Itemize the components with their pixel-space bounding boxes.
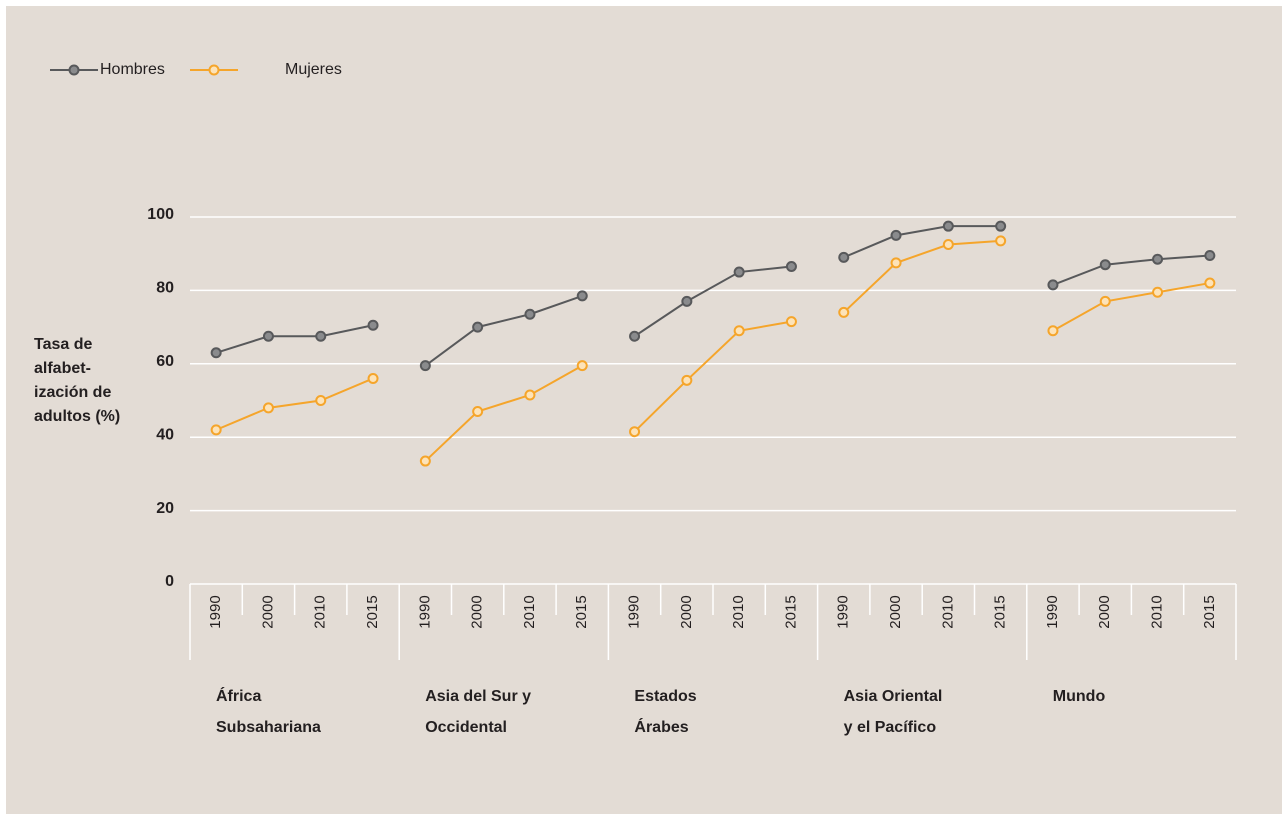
marker xyxy=(524,389,536,401)
x-tick-label: 2000 xyxy=(1096,595,1113,628)
group-label: Asia Oriental xyxy=(844,688,943,705)
y-axis-label: ización de xyxy=(34,384,111,401)
marker xyxy=(472,406,484,418)
marker xyxy=(785,261,797,273)
marker xyxy=(262,330,274,342)
marker xyxy=(1047,325,1059,337)
x-tick-label: 2000 xyxy=(887,595,904,628)
marker xyxy=(1152,253,1164,265)
group-label: Subsahariana xyxy=(216,719,321,736)
y-tick-label: 80 xyxy=(156,280,174,297)
marker xyxy=(681,295,693,307)
series-line xyxy=(843,225,1001,259)
marker xyxy=(1047,279,1059,291)
marker xyxy=(315,330,327,342)
series-line xyxy=(215,377,374,431)
x-tick-label: 2010 xyxy=(1149,595,1166,628)
x-tick-label: 2015 xyxy=(1201,595,1218,628)
marker xyxy=(838,306,850,318)
x-tick-label: 1990 xyxy=(416,595,433,628)
marker xyxy=(838,251,850,263)
marker xyxy=(367,319,379,331)
marker xyxy=(524,308,536,320)
x-tick-label: 2015 xyxy=(573,595,590,628)
y-tick-label: 40 xyxy=(156,426,174,443)
group-label: y el Pacífico xyxy=(844,719,937,736)
x-tick-label: 1990 xyxy=(1044,595,1061,628)
y-axis-label: adultos (%) xyxy=(34,408,120,425)
series-line xyxy=(633,320,792,433)
y-tick-label: 0 xyxy=(165,573,174,590)
marker xyxy=(419,360,431,372)
marker xyxy=(210,347,222,359)
marker xyxy=(942,220,954,232)
y-tick-label: 20 xyxy=(156,500,174,517)
series-line xyxy=(633,265,792,338)
group-label: Estados xyxy=(634,688,696,705)
marker xyxy=(210,424,222,436)
group-label: Árabes xyxy=(634,717,688,736)
x-tick-label: 2015 xyxy=(364,595,381,628)
legend-label: Hombres xyxy=(100,61,165,78)
group-label: África xyxy=(216,686,261,705)
marker xyxy=(942,239,954,251)
x-tick-label: 2010 xyxy=(521,595,538,628)
marker xyxy=(629,426,641,438)
marker xyxy=(1099,295,1111,307)
series-line xyxy=(1052,254,1210,286)
x-tick-label: 2000 xyxy=(678,595,695,628)
marker xyxy=(995,220,1007,232)
series-line xyxy=(424,294,583,367)
x-tick-label: 2010 xyxy=(939,595,956,628)
x-tick-label: 2000 xyxy=(469,595,486,628)
series-line xyxy=(843,239,1001,314)
marker xyxy=(1099,259,1111,271)
marker xyxy=(1204,277,1216,289)
marker xyxy=(733,266,745,278)
marker xyxy=(576,290,588,302)
background xyxy=(6,6,1282,814)
y-tick-label: 60 xyxy=(156,353,174,370)
group-label: Occidental xyxy=(425,719,507,736)
marker xyxy=(890,257,902,269)
x-tick-label: 1990 xyxy=(835,595,852,628)
marker xyxy=(576,360,588,372)
group-label: Mundo xyxy=(1053,688,1106,705)
x-tick-label: 2015 xyxy=(782,595,799,628)
y-axis-label: Tasa de xyxy=(34,336,93,353)
marker xyxy=(1152,286,1164,298)
x-tick-label: 2000 xyxy=(259,595,276,628)
marker xyxy=(681,374,693,386)
x-tick-label: 2010 xyxy=(730,595,747,628)
series-line xyxy=(1052,282,1211,332)
marker xyxy=(419,455,431,467)
marker xyxy=(629,330,641,342)
x-tick-label: 1990 xyxy=(626,595,643,628)
legend-label: Mujeres xyxy=(285,61,342,78)
marker xyxy=(995,235,1007,247)
x-tick-label: 1990 xyxy=(207,595,224,628)
marker xyxy=(1204,250,1216,262)
marker xyxy=(472,321,484,333)
y-tick-label: 100 xyxy=(147,206,174,223)
y-axis-label: alfabet- xyxy=(34,360,91,377)
series-line xyxy=(215,324,374,354)
legend-marker xyxy=(68,64,80,76)
x-tick-label: 2015 xyxy=(992,595,1009,628)
x-tick-label: 2010 xyxy=(312,595,329,628)
marker xyxy=(315,395,327,406)
legend-marker xyxy=(208,64,220,76)
marker xyxy=(262,402,274,414)
group-label: Asia del Sur y xyxy=(425,688,531,705)
marker xyxy=(733,325,745,337)
marker xyxy=(890,229,902,241)
marker xyxy=(367,372,379,384)
series-line xyxy=(424,364,583,462)
marker xyxy=(785,316,797,328)
